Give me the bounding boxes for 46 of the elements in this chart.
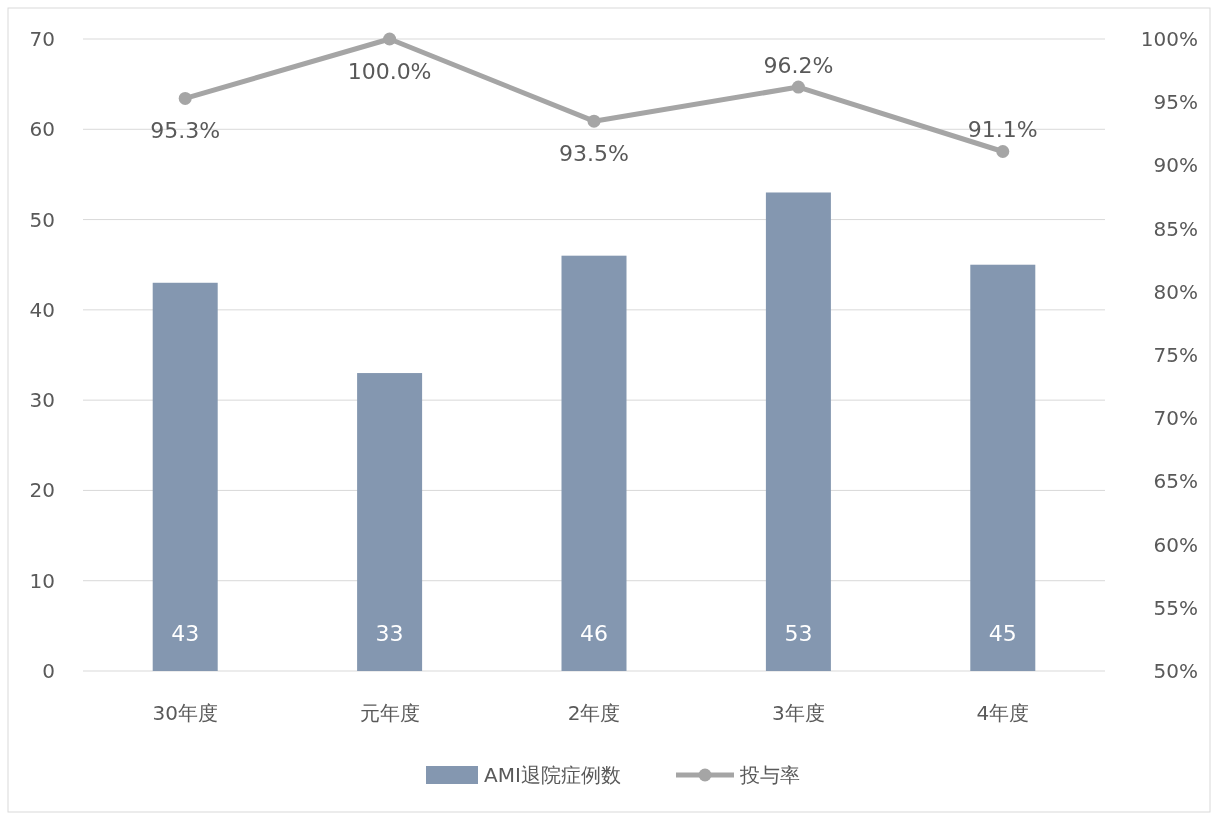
y-tick-label: 20 xyxy=(29,478,55,503)
point xyxy=(996,145,1010,158)
x-tick-label: 元年度 xyxy=(359,701,420,725)
point xyxy=(587,114,601,128)
y2-tick-label: 55% xyxy=(1153,595,1198,620)
x-tick-label: 4年度 xyxy=(976,701,1030,725)
x-tick-label: 2年度 xyxy=(567,701,621,725)
data-label: 33 xyxy=(375,621,404,646)
data-label: 93.5% xyxy=(559,141,629,167)
y-tick-label: 0 xyxy=(42,659,55,683)
y2-tick-label: 100% xyxy=(1140,27,1198,51)
point xyxy=(791,80,805,94)
y-tick-label: 60 xyxy=(29,117,55,142)
y2-tick-label: 65% xyxy=(1153,469,1198,494)
bar xyxy=(561,255,627,671)
y-tick-label: 50 xyxy=(29,207,55,232)
point xyxy=(383,32,397,46)
bar xyxy=(765,192,831,671)
legend-label: AMI退院症例数 xyxy=(484,763,621,787)
y2-tick-label: 70% xyxy=(1153,406,1198,431)
data-label: 96.2% xyxy=(763,53,834,79)
data-label: 100.0% xyxy=(347,59,432,84)
data-label: 45 xyxy=(988,621,1017,646)
data-label: 95.3% xyxy=(150,118,221,144)
y2-tick-label: 95% xyxy=(1153,90,1198,115)
data-label: 46 xyxy=(580,621,608,646)
data-label: 43 xyxy=(171,621,200,646)
y2-tick-label: 80% xyxy=(1153,279,1198,304)
y-tick-label: 40 xyxy=(29,297,55,322)
data-label: 53 xyxy=(784,621,813,646)
legend-label: 投与率 xyxy=(739,763,800,787)
y2-tick-label: 85% xyxy=(1153,216,1198,241)
y2-tick-label: 75% xyxy=(1153,343,1198,367)
y-tick-label: 10 xyxy=(29,568,55,593)
bar xyxy=(357,373,423,671)
y2-tick-label: 50% xyxy=(1153,659,1198,683)
y-tick-label: 70 xyxy=(29,27,55,51)
y2-tick-label: 60% xyxy=(1153,532,1198,557)
bar xyxy=(152,282,218,671)
x-tick-label: 30年度 xyxy=(152,701,218,725)
y-tick-label: 30 xyxy=(29,388,55,413)
data-label: 91.1% xyxy=(967,117,1038,143)
bar xyxy=(970,264,1036,671)
x-tick-label: 3年度 xyxy=(772,701,825,725)
point xyxy=(178,91,192,105)
y2-tick-label: 90% xyxy=(1153,153,1198,178)
